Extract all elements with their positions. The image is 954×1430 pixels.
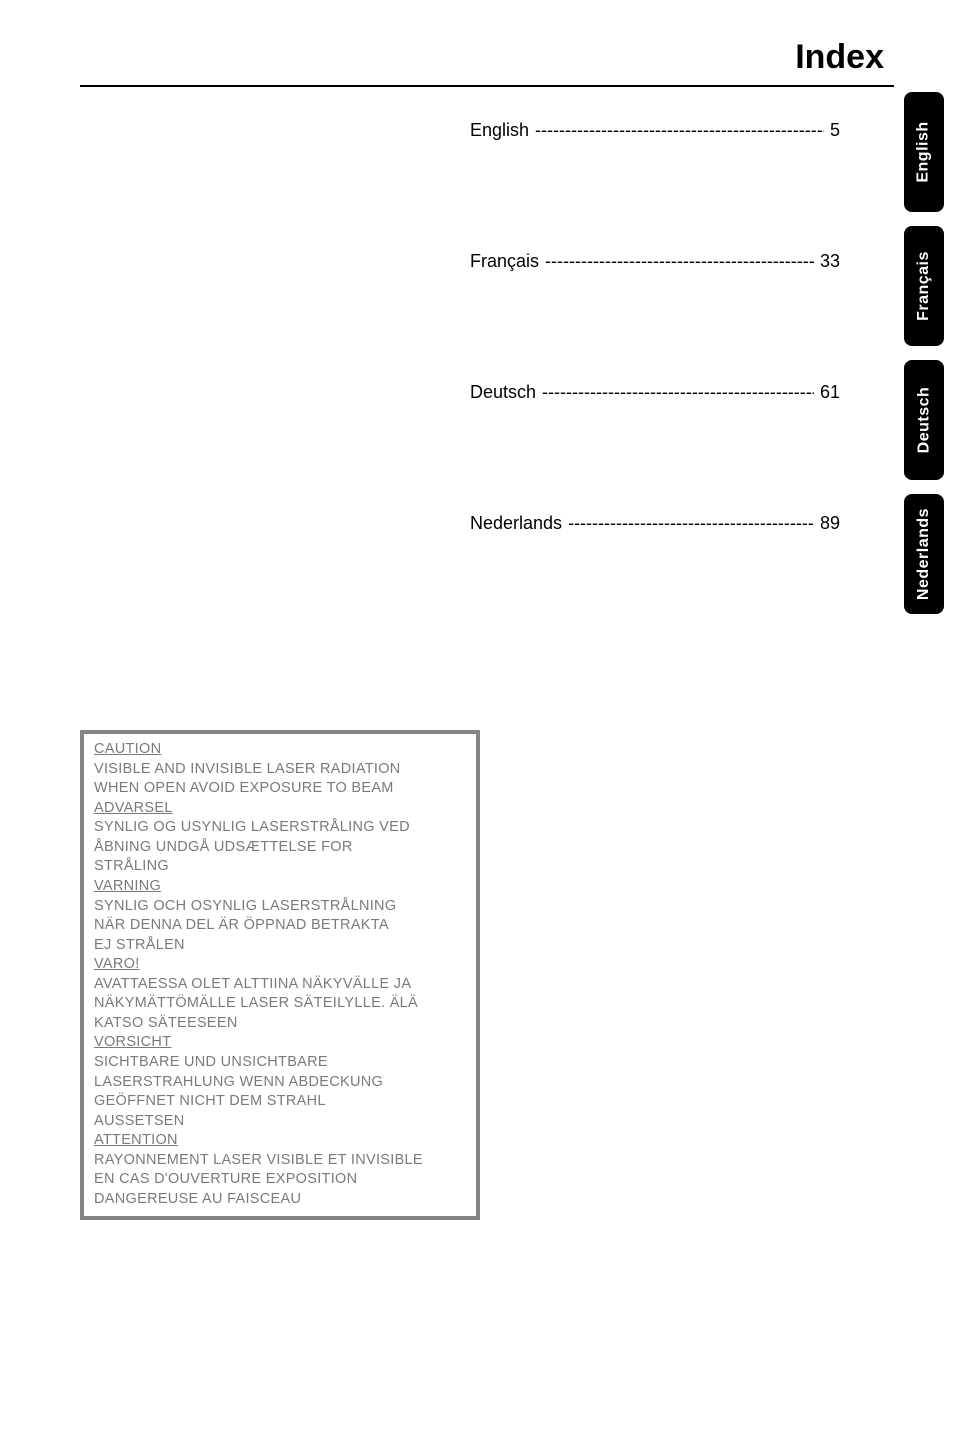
caution-line: AVATTAESSA OLET ALTTIINA NÄKYVÄLLE JA <box>94 975 466 995</box>
language-tabs: English Français Deutsch Nederlands <box>904 92 944 614</box>
title-rule <box>80 85 894 87</box>
toc-label: Français <box>470 251 545 272</box>
page-root: Index English --------------------------… <box>0 0 954 1430</box>
caution-line: SICHTBARE UND UNSICHTBARE <box>94 1053 466 1073</box>
caution-line: KATSO SÄTEESEEN <box>94 1014 466 1034</box>
tab-label: Nederlands <box>915 508 933 600</box>
caution-line: NÄR DENNA DEL ÄR ÖPPNAD BETRAKTA <box>94 916 466 936</box>
toc-page: 33 <box>814 251 840 272</box>
caution-heading: ADVARSEL <box>94 799 466 819</box>
caution-heading: VARNING <box>94 877 466 897</box>
caution-line: LASERSTRAHLUNG WENN ABDECKUNG <box>94 1073 466 1093</box>
toc-entry: Nederlands -----------------------------… <box>470 513 840 534</box>
tab-francais[interactable]: Français <box>904 226 944 346</box>
toc: English --------------------------------… <box>470 120 840 534</box>
toc-entry: English --------------------------------… <box>470 120 840 141</box>
caution-box: CAUTIONVISIBLE AND INVISIBLE LASER RADIA… <box>80 730 480 1220</box>
toc-page: 89 <box>814 513 840 534</box>
caution-line: STRÅLING <box>94 857 466 877</box>
caution-line: SYNLIG OCH OSYNLIG LASERSTRÅLNING <box>94 897 466 917</box>
page-title: Index <box>80 38 894 77</box>
toc-entry: Français -------------------------------… <box>470 251 840 272</box>
toc-leader: ----------------------------------------… <box>545 251 814 272</box>
caution-line: ÅBNING UNDGÅ UDSÆTTELSE FOR <box>94 838 466 858</box>
tab-deutsch[interactable]: Deutsch <box>904 360 944 480</box>
caution-line: AUSSETSEN <box>94 1112 466 1132</box>
tab-label: Deutsch <box>915 387 933 454</box>
caution-line: GEÖFFNET NICHT DEM STRAHL <box>94 1092 466 1112</box>
caution-line: WHEN OPEN AVOID EXPOSURE TO BEAM <box>94 779 466 799</box>
toc-leader: ----------------------------------------… <box>535 120 824 141</box>
caution-heading: VORSICHT <box>94 1033 466 1053</box>
tab-english[interactable]: English <box>904 92 944 212</box>
caution-heading: VARO! <box>94 955 466 975</box>
tab-label: Français <box>915 251 933 321</box>
caution-line: EJ STRÅLEN <box>94 936 466 956</box>
caution-line: DANGEREUSE AU FAISCEAU <box>94 1190 466 1210</box>
toc-label: English <box>470 120 535 141</box>
toc-page: 5 <box>824 120 840 141</box>
caution-heading: CAUTION <box>94 740 466 760</box>
toc-page: 61 <box>814 382 840 403</box>
caution-line: SYNLIG OG USYNLIG LASERSTRÅLING VED <box>94 818 466 838</box>
caution-line: NÄKYMÄTTÖMÄLLE LASER SÄTEILYLLE. ÄLÄ <box>94 994 466 1014</box>
toc-leader: ----------------------------------------… <box>542 382 814 403</box>
tab-nederlands[interactable]: Nederlands <box>904 494 944 614</box>
toc-entry: Deutsch --------------------------------… <box>470 382 840 403</box>
toc-leader: ----------------------------------------… <box>568 513 814 534</box>
caution-line: VISIBLE AND INVISIBLE LASER RADIATION <box>94 760 466 780</box>
caution-line: RAYONNEMENT LASER VISIBLE ET INVISIBLE <box>94 1151 466 1171</box>
tab-label: English <box>915 121 933 182</box>
caution-line: EN CAS D'OUVERTURE EXPOSITION <box>94 1170 466 1190</box>
toc-label: Nederlands <box>470 513 568 534</box>
caution-heading: ATTENTION <box>94 1131 466 1151</box>
toc-label: Deutsch <box>470 382 542 403</box>
